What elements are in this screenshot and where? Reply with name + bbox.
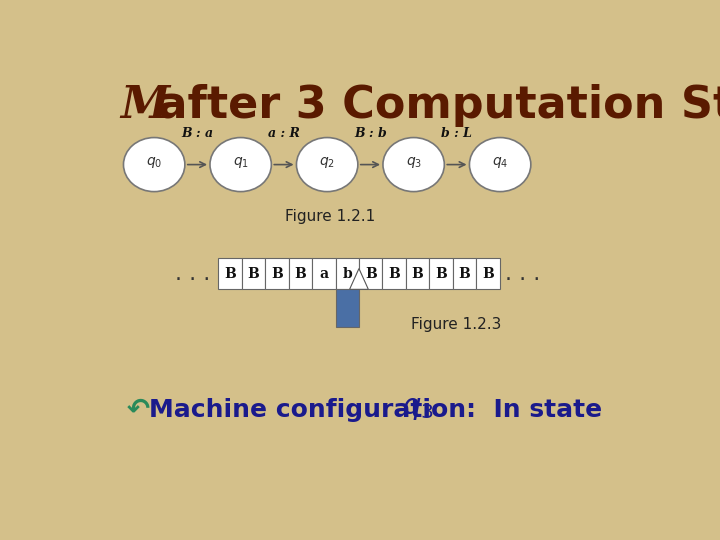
Bar bbox=[289, 258, 312, 289]
Text: B: B bbox=[224, 267, 236, 281]
Text: Figure 1.2.3: Figure 1.2.3 bbox=[411, 317, 501, 332]
Text: a : R: a : R bbox=[268, 127, 300, 140]
Bar bbox=[429, 258, 453, 289]
Bar bbox=[242, 258, 265, 289]
Text: $q_{0}$: $q_{0}$ bbox=[146, 154, 162, 170]
Bar bbox=[406, 258, 429, 289]
Text: B : a: B : a bbox=[181, 127, 213, 140]
Text: after 3 Computation Steps: after 3 Computation Steps bbox=[142, 84, 720, 126]
Text: b : L: b : L bbox=[441, 127, 472, 140]
Text: B: B bbox=[459, 267, 470, 281]
Polygon shape bbox=[350, 268, 369, 289]
Text: Figure 1.2.1: Figure 1.2.1 bbox=[285, 209, 375, 224]
Text: M: M bbox=[121, 84, 170, 126]
Bar bbox=[382, 258, 406, 289]
Text: Machine configuration:  In state: Machine configuration: In state bbox=[148, 398, 611, 422]
Bar bbox=[312, 258, 336, 289]
Text: B: B bbox=[365, 267, 377, 281]
Text: $q_{3}$: $q_{3}$ bbox=[405, 154, 422, 170]
Bar bbox=[476, 258, 500, 289]
Ellipse shape bbox=[383, 138, 444, 192]
Text: B: B bbox=[412, 267, 423, 281]
Ellipse shape bbox=[124, 138, 185, 192]
Text: B: B bbox=[482, 267, 494, 281]
Ellipse shape bbox=[210, 138, 271, 192]
Text: B: B bbox=[271, 267, 283, 281]
Text: a: a bbox=[319, 267, 328, 281]
Text: B: B bbox=[388, 267, 400, 281]
Text: ↶: ↶ bbox=[126, 396, 149, 424]
Text: b: b bbox=[343, 267, 352, 281]
Text: B: B bbox=[248, 267, 259, 281]
Bar bbox=[359, 258, 382, 289]
Ellipse shape bbox=[297, 138, 358, 192]
Bar bbox=[336, 289, 359, 327]
Text: B: B bbox=[294, 267, 306, 281]
Text: $q_{4}$: $q_{4}$ bbox=[492, 154, 508, 170]
Text: B: B bbox=[435, 267, 447, 281]
Bar bbox=[453, 258, 476, 289]
Bar bbox=[336, 258, 359, 289]
Text: $q_{2}$: $q_{2}$ bbox=[319, 154, 336, 170]
Bar bbox=[265, 258, 289, 289]
Text: B : b: B : b bbox=[354, 127, 387, 140]
Text: . . .: . . . bbox=[505, 264, 541, 284]
Text: $q_{1}$: $q_{1}$ bbox=[233, 154, 248, 170]
Text: $q_3$: $q_3$ bbox=[402, 394, 434, 422]
Ellipse shape bbox=[469, 138, 531, 192]
Bar bbox=[218, 258, 242, 289]
Text: . . .: . . . bbox=[175, 264, 210, 284]
